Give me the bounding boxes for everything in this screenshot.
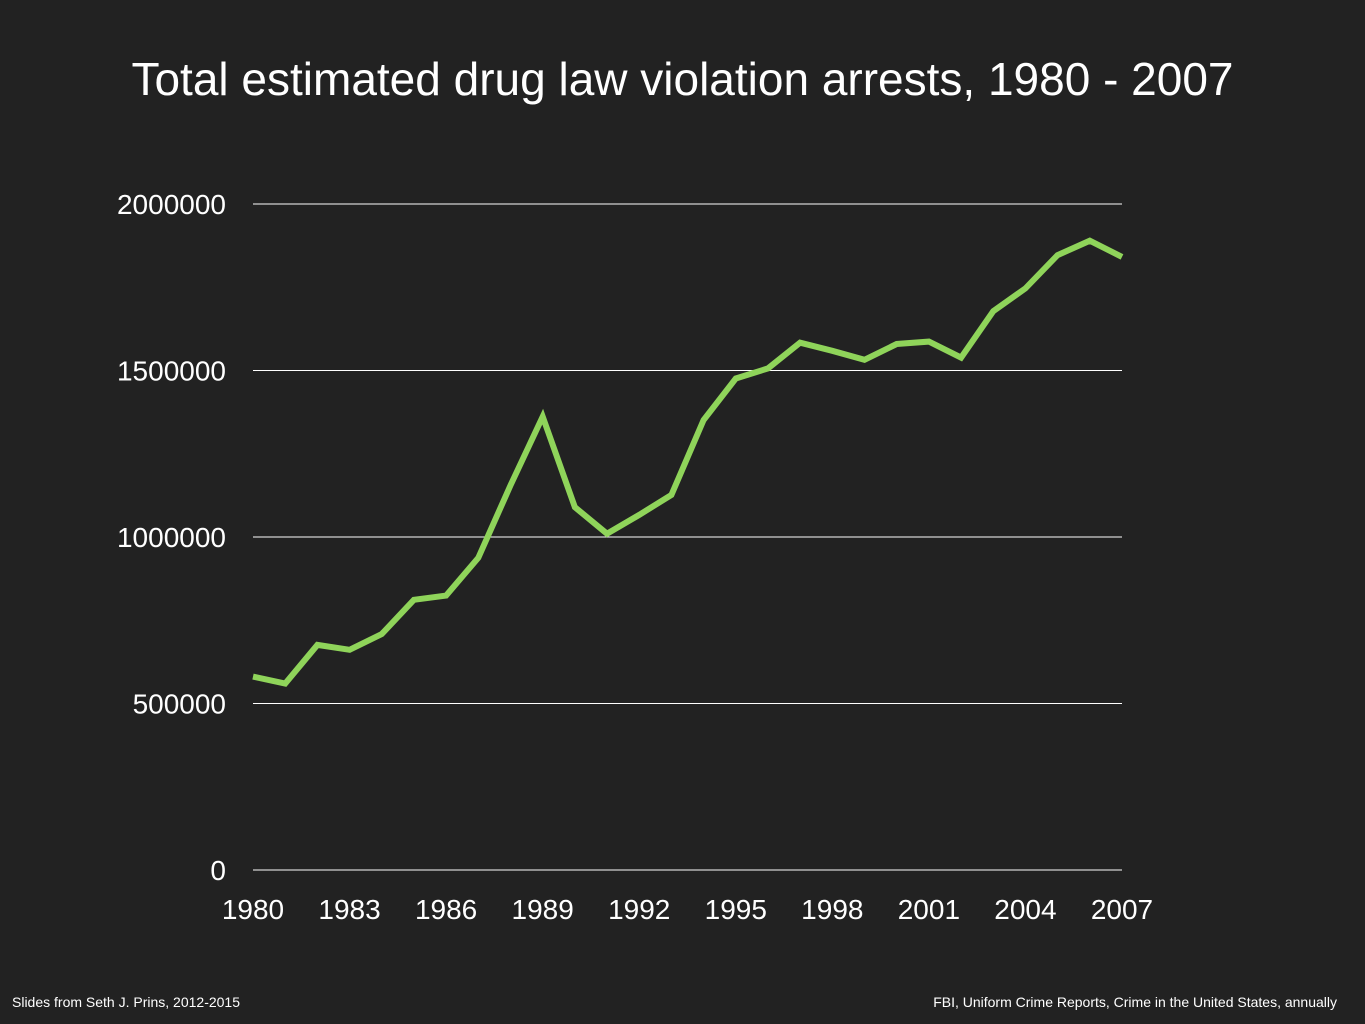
x-tick-label: 1989 <box>512 894 574 925</box>
x-tick-label: 1983 <box>318 894 380 925</box>
x-tick-label: 1980 <box>222 894 284 925</box>
y-tick-label: 1000000 <box>117 522 226 553</box>
x-axis-tick-labels: 1980 1983 1986 1989 1992 1995 1998 2001 2004 2007 <box>222 894 1153 925</box>
y-axis-tick-labels: 0 500000 1000000 1500000 2000000 <box>117 189 226 886</box>
y-tick-label: 2000000 <box>117 189 226 220</box>
x-tick-label: 2004 <box>994 894 1056 925</box>
series-line <box>252 237 1124 687</box>
gridlines <box>253 203 1122 871</box>
x-tick-label: 2007 <box>1091 894 1153 925</box>
x-tick-label: 2001 <box>898 894 960 925</box>
y-tick-label: 0 <box>210 855 226 886</box>
y-tick-label: 1500000 <box>117 356 226 387</box>
footer-source: FBI, Uniform Crime Reports, Crime in the… <box>933 994 1337 1010</box>
x-tick-label: 1998 <box>801 894 863 925</box>
chart-title: Total estimated drug law violation arres… <box>131 53 1234 105</box>
footer-credit: Slides from Seth J. Prins, 2012-2015 <box>12 994 241 1010</box>
x-tick-label: 1986 <box>415 894 477 925</box>
x-tick-label: 1995 <box>705 894 767 925</box>
series-layer <box>252 237 1124 687</box>
y-tick-label: 500000 <box>133 689 226 720</box>
x-tick-label: 1992 <box>608 894 670 925</box>
